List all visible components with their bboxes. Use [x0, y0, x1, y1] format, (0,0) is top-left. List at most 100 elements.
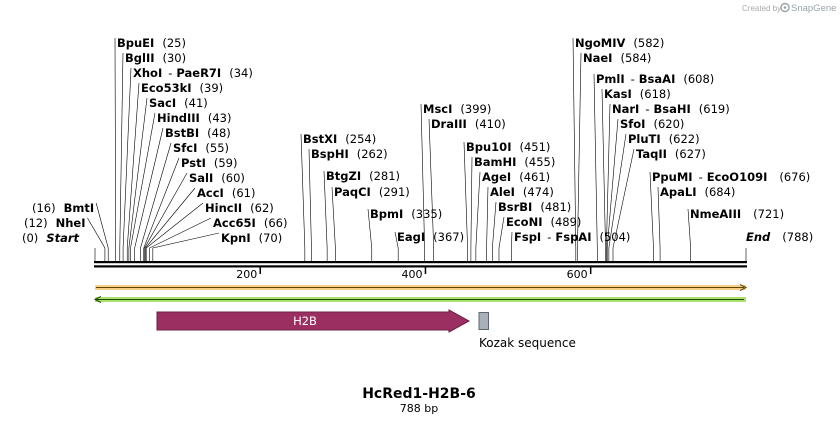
- site-bsrbi-pos: (481): [540, 200, 571, 214]
- leader-bpuei: [114, 37, 116, 261]
- leader-ngomiv: [572, 37, 577, 261]
- site-hincii-name[interactable]: HincII: [205, 201, 242, 215]
- site-xhoi-pos: (34): [229, 66, 253, 80]
- ruler-label-200: 200: [236, 268, 257, 281]
- site-bmti-pos: (16): [32, 201, 56, 215]
- svg-text:FspI-FspAI(504): FspI - FspAI (504): [514, 230, 630, 244]
- site-sfoi-name[interactable]: SfoI: [620, 117, 645, 131]
- site-eagi-name[interactable]: EagI: [397, 230, 425, 244]
- svg-text:AccI(61): AccI (61): [197, 186, 255, 200]
- svg-text:XhoI-PaeR7I(34): XhoI - PaeR7I (34): [133, 66, 253, 80]
- site-eagi-pos: (367): [433, 230, 464, 244]
- svg-text:AleI(474): AleI (474): [490, 185, 554, 199]
- leader-sfci: [140, 142, 172, 261]
- leader-btgzi: [323, 170, 328, 261]
- site-ecoo109i-name[interactable]: EcoO109I: [707, 170, 768, 184]
- site-agei-name[interactable]: AgeI: [482, 170, 511, 184]
- site-bsaai-name[interactable]: BsaAI: [639, 72, 676, 86]
- map-length: 788 bp: [400, 402, 438, 415]
- site-nari-name[interactable]: NarI: [612, 102, 639, 116]
- site-nmeaiii-name[interactable]: NmeAIII: [690, 207, 741, 221]
- svg-text:NaeI(584): NaeI (584): [583, 51, 651, 65]
- site-saci-name[interactable]: SacI: [149, 96, 176, 110]
- site-pluti-name[interactable]: PluTI: [628, 132, 661, 146]
- site-labels: BpuEI (25) BglII (30) XhoI - PaeR7I (34) Eco5…: [22, 36, 813, 245]
- site-fspi-name[interactable]: FspI: [514, 230, 541, 244]
- site-acc65i-name[interactable]: Acc65I: [213, 216, 256, 230]
- feature-kozak[interactable]: Kozak sequence: [478, 312, 576, 351]
- leader-bstbi: [134, 127, 164, 261]
- site-psti-pos: (59): [214, 156, 238, 170]
- site-xhoi-name[interactable]: XhoI: [133, 66, 162, 80]
- leader-pmli: [593, 73, 598, 261]
- site-paqci-name[interactable]: PaqCI: [334, 185, 371, 199]
- site-hindiii-name[interactable]: HindIII: [157, 111, 200, 125]
- site-psti-name[interactable]: PstI: [181, 156, 206, 170]
- site-bstbi-name[interactable]: BstBI: [165, 126, 199, 140]
- site-bsahi-name[interactable]: BsaHI: [654, 102, 691, 116]
- leader-saci: [128, 97, 148, 261]
- site-bglii-name[interactable]: BglII: [125, 51, 155, 65]
- site-bstbi-pos: (48): [207, 126, 231, 140]
- site-btgzi-name[interactable]: BtgZI: [326, 169, 361, 183]
- site-msci-name[interactable]: MscI: [423, 102, 452, 116]
- site-bpuei-pos: (25): [162, 36, 186, 50]
- site-acci-name[interactable]: AccI: [197, 186, 224, 200]
- site-fspai-name[interactable]: FspAI: [555, 230, 591, 244]
- site-paer7i-name[interactable]: PaeR7I: [176, 66, 221, 80]
- site-bpu10i-name[interactable]: Bpu10I: [466, 140, 511, 154]
- site-bstxi-name[interactable]: BstXI: [303, 132, 337, 146]
- site-bsrbi-name[interactable]: BsrBI: [498, 200, 532, 214]
- feature-kozak-label: Kozak sequence: [479, 336, 576, 350]
- leader-bpu10i: [463, 141, 468, 261]
- leader-alei: [486, 186, 489, 261]
- site-sali-name[interactable]: SalI: [189, 171, 213, 185]
- site-eco53ki-name[interactable]: Eco53kI: [141, 81, 192, 95]
- site-sfci-pos: (55): [205, 141, 229, 155]
- svg-text:(16)BmtI: (16) BmtI: [32, 201, 94, 215]
- site-alei-name[interactable]: AleI: [490, 185, 515, 199]
- leader-xhoi: [122, 67, 132, 261]
- site-kpni-name[interactable]: KpnI: [221, 231, 251, 245]
- site-pluti-pos: (622): [669, 132, 700, 146]
- site-nhei-name[interactable]: NheI: [56, 216, 86, 230]
- leader-draiii: [428, 118, 435, 261]
- leader-bamhi: [470, 156, 473, 261]
- site-sfci-name[interactable]: SfcI: [173, 141, 197, 155]
- svg-text:BtgZI(281): BtgZI (281): [326, 169, 400, 183]
- site-bamhi-name[interactable]: BamHI: [474, 155, 516, 169]
- site-bpmi-name[interactable]: BpmI: [370, 207, 403, 221]
- leader-taqii: [612, 148, 635, 261]
- leader-bmti: [95, 202, 109, 261]
- site-bsphi-name[interactable]: BspHI: [311, 147, 349, 161]
- site-naei-name[interactable]: NaeI: [583, 51, 612, 65]
- site-bmti-name[interactable]: BmtI: [64, 201, 95, 215]
- site-hindiii-pos: (43): [208, 111, 232, 125]
- site-fspi-pos: (504): [600, 230, 631, 244]
- svg-text:SfoI(620): SfoI (620): [620, 117, 684, 131]
- svg-text:PmlI-BsaAI(608): PmlI - BsaAI (608): [596, 72, 714, 86]
- site-taqii-name[interactable]: TaqII: [636, 147, 667, 161]
- leader-sali: [144, 172, 188, 261]
- site-pmli-name[interactable]: PmlI: [596, 72, 625, 86]
- site-kasi-name[interactable]: KasI: [604, 87, 632, 101]
- svg-text:SacI(41): SacI (41): [149, 96, 208, 110]
- site-bpmi-pos: (335): [411, 207, 442, 221]
- site-msci-pos: (399): [460, 102, 491, 116]
- site-alei-pos: (474): [523, 185, 554, 199]
- site-econi-name[interactable]: EcoNI: [506, 215, 542, 229]
- site-draiii-name[interactable]: DraIII: [431, 117, 467, 131]
- feature-h2b[interactable]: H2B: [156, 309, 471, 333]
- svg-text:EagI(367): EagI (367): [397, 230, 464, 244]
- site-kasi-pos: (618): [640, 87, 671, 101]
- svg-text:HincII(62): HincII (62): [205, 201, 274, 215]
- site-ngomiv-name[interactable]: NgoMIV: [575, 36, 625, 50]
- site-btgzi-pos: (281): [369, 169, 400, 183]
- leader-paqci: [331, 186, 336, 261]
- site-bpuei-name[interactable]: BpuEI: [117, 36, 154, 50]
- svg-text:PpuMI-EcoO109I(676): PpuMI - EcoO109I (676): [652, 170, 810, 184]
- site-ppumi-name[interactable]: PpuMI: [652, 170, 693, 184]
- site-apali-name[interactable]: ApaLI: [660, 185, 697, 199]
- site-eco53ki-pos: (39): [200, 81, 224, 95]
- ruler-label-400: 400: [401, 268, 422, 281]
